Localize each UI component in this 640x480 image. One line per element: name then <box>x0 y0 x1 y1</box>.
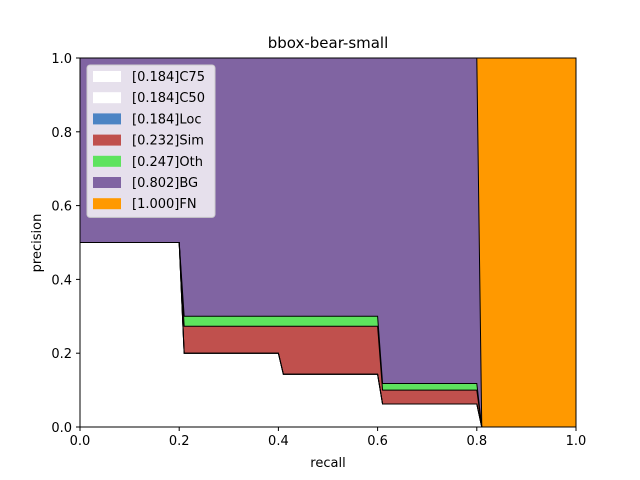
legend-swatch <box>93 71 121 82</box>
x-tick-label: 0.6 <box>367 434 388 449</box>
legend-swatch <box>93 198 121 210</box>
legend-swatch <box>93 113 121 125</box>
legend-label: [0.184]C75 <box>132 70 205 85</box>
y-tick-label: 0.6 <box>51 200 72 215</box>
legend-label: [0.247]Oth <box>132 155 203 170</box>
x-tick-label: 0.4 <box>268 434 289 449</box>
y-tick-label: 0.2 <box>51 347 72 362</box>
legend-swatch <box>93 92 121 104</box>
legend-label: [0.802]BG <box>132 176 198 191</box>
x-tick-label: 0.0 <box>70 434 91 449</box>
curve-0-247-oth <box>80 242 576 428</box>
curve-0-184-loc <box>80 242 576 428</box>
plot-frame <box>79 57 577 428</box>
y-tick-label: 0.0 <box>51 421 72 436</box>
legend-label: [0.184]C50 <box>132 91 205 106</box>
legend-label: [0.184]Loc <box>132 112 201 127</box>
area-0-184-c75 <box>80 242 576 427</box>
x-tick-label: 1.0 <box>566 434 587 449</box>
y-tick-label: 0.4 <box>51 273 72 288</box>
y-tick-label: 1.0 <box>51 52 72 67</box>
legend-swatch <box>93 134 121 146</box>
chart-title: bbox-bear-small <box>268 34 389 52</box>
x-tick-label: 0.2 <box>169 434 190 449</box>
x-tick-label: 0.8 <box>466 434 487 449</box>
legend: [0.184]C75 [0.184]C50 [0.184]Loc [0.232]Sim… <box>86 64 216 218</box>
legend-swatch <box>93 155 121 167</box>
legend-label: [0.232]Sim <box>132 134 204 149</box>
legend-swatch <box>93 177 121 188</box>
legend-label: [1.000]FN <box>132 197 197 212</box>
y-tick-label: 0.8 <box>51 126 72 141</box>
x-axis-label: recall <box>310 456 345 471</box>
y-axis-label: precision <box>30 214 45 273</box>
axes: 0.0 0.2 0.4 0.6 0.8 1.0 0.0 0.2 0.4 0.6 0.8 1.0 <box>51 52 586 449</box>
